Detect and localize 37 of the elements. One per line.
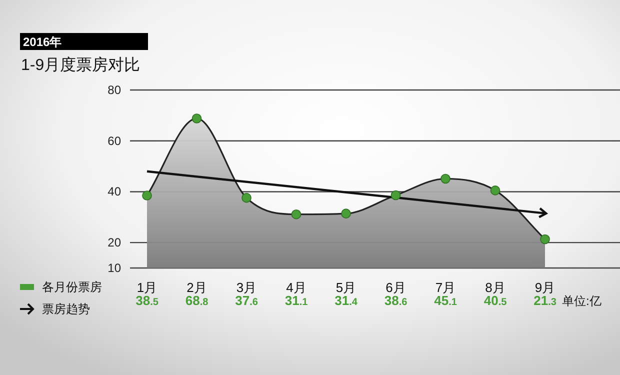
x-tick-label: 5月: [336, 280, 356, 295]
text: 单位:亿: [562, 294, 602, 308]
point: [390, 190, 401, 200]
data-label: 38.5: [136, 293, 159, 308]
point: [540, 234, 550, 244]
x-tick-label: 9月: [534, 280, 556, 295]
data-label: 45.1: [434, 293, 458, 308]
legend-label: 票房趋势: [42, 302, 90, 316]
data-label: 31.4: [334, 293, 358, 308]
point: [242, 192, 252, 203]
y-tick-label: 60: [108, 134, 122, 148]
data-label: 31.1: [284, 293, 308, 308]
point: [291, 209, 302, 220]
x-tick-label: 1月: [136, 280, 158, 295]
point: [192, 114, 202, 124]
y-tick-label: 80: [108, 83, 122, 97]
x-tick-label: 6月: [386, 280, 406, 295]
chart-title: 1-9月度票房对比: [21, 56, 140, 74]
x-tick-label: 7月: [435, 280, 456, 295]
point: [142, 190, 152, 200]
point: [490, 186, 500, 196]
data-label: 37.6: [235, 293, 258, 308]
x-tick-label: 3月: [236, 280, 257, 295]
legend-label: 各月份票房: [42, 280, 102, 294]
data-label: 68.8: [185, 293, 209, 308]
x-tick-label: 4月: [286, 280, 306, 295]
data-label: 40.5: [484, 293, 508, 308]
x-tick-label: 8月: [485, 280, 506, 295]
chart-subtitle: 2016年: [23, 35, 62, 49]
y-tick-label: 20: [108, 236, 122, 250]
y-tick-label: 40: [108, 184, 122, 199]
data-label: 21.3: [534, 293, 557, 308]
point: [440, 174, 450, 184]
x-tick-label: 2月: [186, 280, 207, 295]
y-tick-label: 10: [108, 261, 122, 275]
data-label: 38.6: [384, 293, 408, 308]
point: [341, 208, 351, 218]
